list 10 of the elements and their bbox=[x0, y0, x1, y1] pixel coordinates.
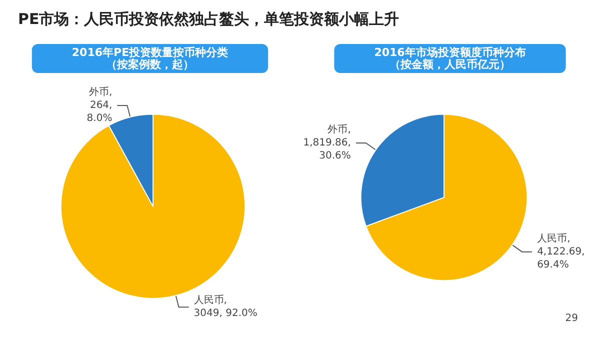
chart-subtitle: （按金额，人民币亿元） bbox=[390, 58, 510, 71]
slice-label: 外币, 1,819.86, 30.6% bbox=[303, 123, 351, 162]
slice-label: 人民币, 4,122.69, 69.4% bbox=[537, 232, 585, 270]
text: 29 bbox=[565, 313, 578, 324]
slice-label: 人民币, 3049, 92.0% bbox=[194, 294, 258, 320]
slice-label: 外币, 264, 8.0% bbox=[86, 86, 112, 124]
chart-title: 2016年市场投资额度币种分布 bbox=[374, 46, 526, 59]
text: PE市场：人民币投资依然独占鳌头，单笔投资额小幅上升 bbox=[18, 10, 400, 29]
chart-subtitle: （按案例数，起） bbox=[106, 58, 194, 71]
chart-title: 2016年PE投资数量按币种分类 bbox=[72, 46, 228, 59]
